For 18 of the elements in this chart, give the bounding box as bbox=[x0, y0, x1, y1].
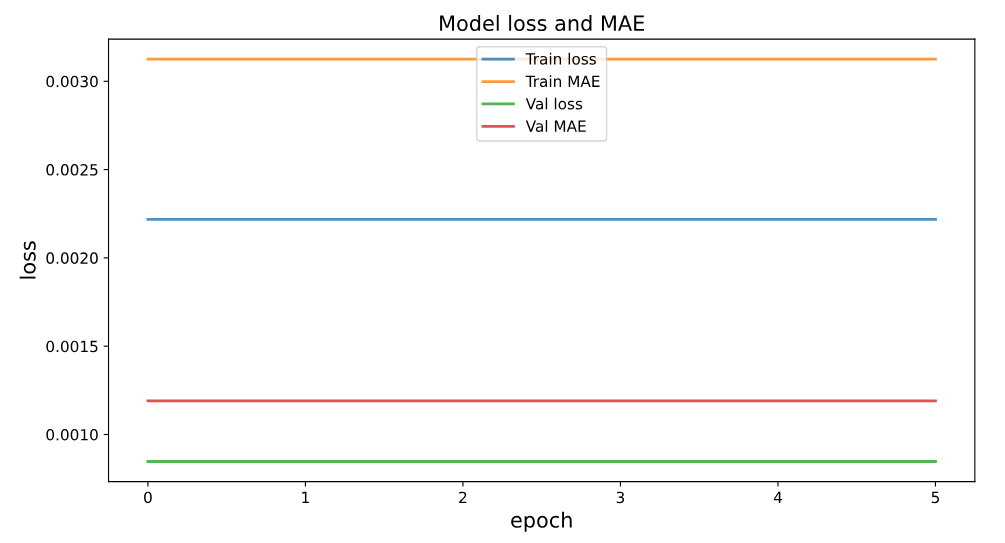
x-tick-label: 1 bbox=[302, 491, 309, 503]
legend-label: Train loss bbox=[525, 52, 596, 65]
legend-label: Val loss bbox=[525, 97, 583, 110]
y-tick-label: 0.0015 bbox=[46, 340, 98, 353]
x-tick-label: 3 bbox=[616, 491, 625, 504]
y-tick-label: 0.0025 bbox=[46, 164, 98, 176]
x-axis-title: epoch bbox=[511, 511, 572, 532]
y-axis-title: loss bbox=[19, 241, 36, 279]
legend-label: Train MAE bbox=[525, 75, 600, 88]
legend-label: Val MAE bbox=[525, 120, 586, 132]
y-tick-label: 0.0020 bbox=[46, 252, 98, 264]
x-tick-label: 2 bbox=[459, 491, 467, 503]
x-tick-label: 0 bbox=[144, 491, 152, 504]
y-tick-label: 0.0010 bbox=[46, 428, 98, 441]
y-tick-label: 0.0030 bbox=[46, 75, 98, 88]
x-tick-label: 4 bbox=[773, 491, 782, 503]
chart-title: Model loss and MAE bbox=[440, 14, 644, 32]
x-tick-label: 5 bbox=[931, 491, 939, 504]
